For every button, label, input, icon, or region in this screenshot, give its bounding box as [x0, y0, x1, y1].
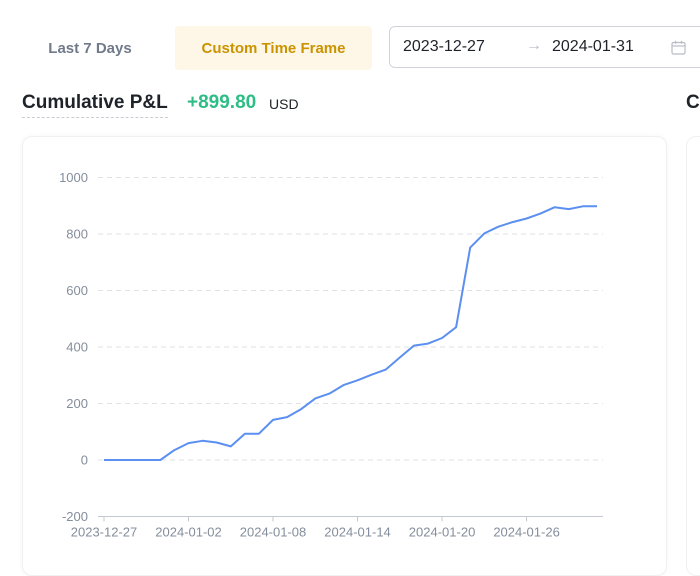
start-date-input[interactable]: 2023-12-27 — [403, 38, 485, 55]
cumulative-pnl-title: Cumulative P&L — [22, 92, 168, 118]
next-panel-title: Cu — [686, 92, 700, 113]
x-tick-label: 2024-01-20 — [409, 525, 476, 540]
date-range-picker[interactable]: 2023-12-27 → 2024-01-31 — [389, 26, 700, 68]
pnl-chart-card — [22, 136, 667, 576]
tab-last-7-days[interactable]: Last 7 Days — [48, 39, 132, 57]
y-tick-label: 200 — [66, 396, 88, 411]
y-tick-label: 1000 — [59, 170, 88, 185]
tab-custom-time-frame[interactable]: Custom Time Frame — [175, 26, 372, 70]
y-tick-label: 0 — [81, 453, 88, 468]
y-tick-label: 400 — [66, 340, 88, 355]
x-tick-label: 2024-01-14 — [324, 525, 391, 540]
pnl-series-line — [104, 205, 597, 461]
x-tick-label: 2023-12-27 — [71, 525, 138, 540]
y-tick-label: -200 — [62, 509, 88, 524]
end-date-input[interactable]: 2024-01-31 — [552, 38, 634, 55]
x-tick-label: 2024-01-02 — [155, 525, 222, 540]
y-tick-label: 800 — [66, 227, 88, 242]
calendar-icon[interactable] — [671, 40, 686, 55]
cumulative-pnl-value: +899.80 — [187, 92, 257, 113]
pnl-unit: USD — [269, 96, 299, 112]
x-tick-label: 2024-01-08 — [240, 525, 307, 540]
y-tick-label: 600 — [66, 283, 88, 298]
x-tick-label: 2024-01-26 — [493, 525, 560, 540]
range-arrow-icon: → — [526, 37, 542, 54]
